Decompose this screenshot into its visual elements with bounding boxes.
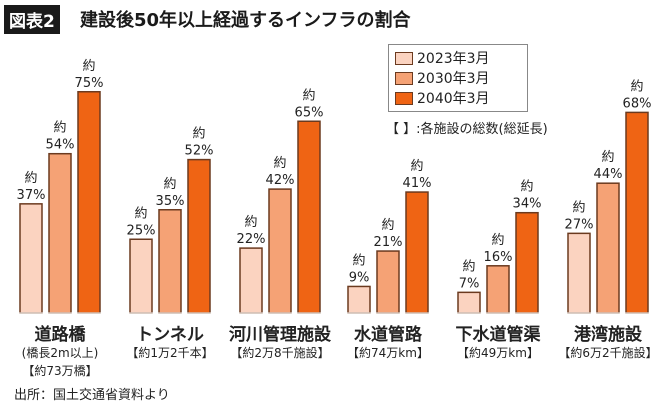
bar [129,238,153,314]
data-label: 16% [484,250,513,265]
bar [405,191,429,314]
data-label-prefix: 約 [82,59,95,74]
legend-swatch [395,91,413,105]
legend-item: 2030年3月 [395,68,521,88]
legend-item: 2023年3月 [395,48,521,68]
category-label: 道路橋 [34,325,86,345]
bar [48,152,72,314]
bar [567,232,591,314]
data-label-prefix: 約 [410,159,423,174]
data-label: 44% [594,167,623,182]
data-label-prefix: 約 [302,88,315,103]
data-label-prefix: 約 [381,218,394,233]
data-label: 35% [156,194,185,209]
data-label-prefix: 約 [53,121,66,136]
category-note: 【約1万2千本】 [126,346,214,360]
data-label-prefix: 約 [491,233,504,248]
category-label: 下水道管渠 [455,325,541,345]
legend-label: 2030年3月 [417,71,490,87]
category-note: 【約73万橋】 [22,364,98,378]
chart-title: 建設後50年以上経過するインフラの割合 [80,10,411,31]
bar [596,182,620,314]
bar [297,120,321,314]
bar [376,250,400,314]
source-note: 出所：国土交通省資料より [14,388,170,403]
data-label-prefix: 約 [352,253,365,268]
bar [486,265,510,314]
data-label-prefix: 約 [24,171,37,186]
data-label: 21% [374,235,403,250]
data-label: 37% [17,188,46,203]
legend: 2023年3月 2030年3月 2040年3月 [388,44,528,112]
category-note: 【約49万km】 [457,346,539,360]
category-note: (橋長2m以上) [21,346,99,360]
data-label-prefix: 約 [572,200,585,215]
data-label: 22% [237,232,266,247]
data-label: 9% [349,270,370,285]
category-label: 水道管路 [354,325,422,345]
data-label-prefix: 約 [273,156,286,171]
data-label: 68% [623,96,652,111]
figure-badge: 図表2 [4,5,60,34]
legend-note: 【 】:各施設の総数(総延長) [386,122,548,137]
data-label: 75% [75,76,104,91]
data-label: 34% [513,197,542,212]
legend-swatch [395,71,413,85]
data-label-prefix: 約 [134,206,147,221]
data-label: 42% [266,173,295,188]
category-note: 【約2万8千施設】 [230,346,330,360]
data-label-prefix: 約 [192,127,205,142]
bar [457,291,481,314]
legend-item: 2040年3月 [395,88,521,108]
category-label: 河川管理施設 [229,325,331,345]
legend-label: 2023年3月 [417,51,490,67]
bar [187,158,211,314]
data-label: 7% [459,276,480,291]
legend-label: 2040年3月 [417,91,490,107]
category-label: トンネル [136,325,204,345]
data-label: 25% [127,223,156,238]
data-label-prefix: 約 [462,259,475,274]
data-label: 27% [565,217,594,232]
bar [239,247,263,314]
data-label-prefix: 約 [601,150,614,165]
bar [158,209,182,314]
bar [77,91,101,314]
bar [625,111,649,314]
data-label-prefix: 約 [630,79,643,94]
data-label-prefix: 約 [520,180,533,195]
category-note: 【約74万km】 [347,346,429,360]
legend-swatch [395,51,413,65]
data-label: 65% [295,105,324,120]
bar [347,285,371,314]
data-label-prefix: 約 [163,177,176,192]
bar [19,203,43,314]
bar [515,211,539,314]
bar [268,188,292,314]
category-label: 港湾施設 [574,325,642,345]
data-label-prefix: 約 [244,215,257,230]
data-label: 52% [185,144,214,159]
category-note: 【約6万2千施設】 [558,346,658,360]
data-label: 41% [403,176,432,191]
data-label: 54% [46,138,75,153]
